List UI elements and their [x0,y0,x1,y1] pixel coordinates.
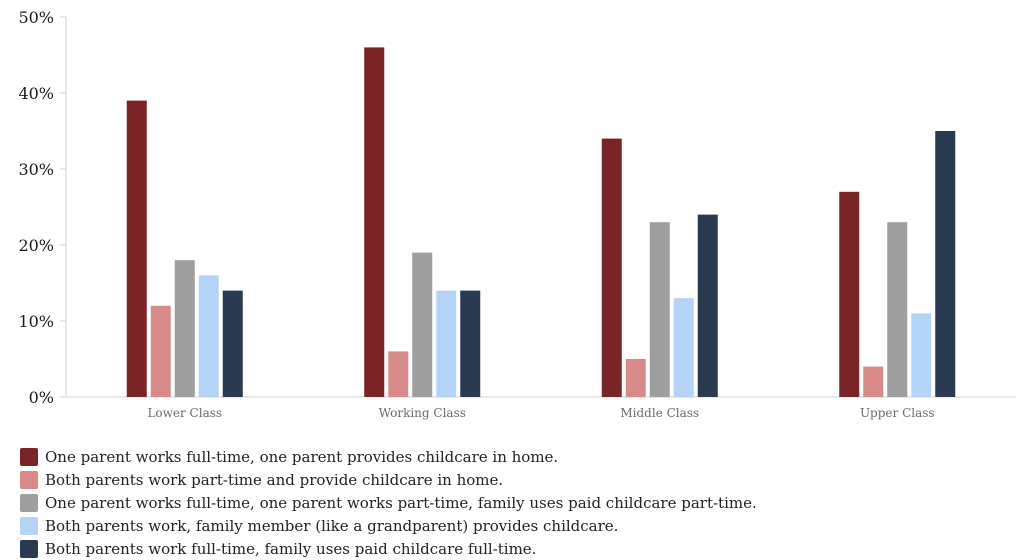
bar-working-class-series-5 [460,290,481,397]
legend-item: Both parents work full-time, family uses… [20,537,1010,560]
bar-lower-class-series-5 [222,290,243,397]
legend-swatch [20,447,38,466]
legend-swatch [20,516,38,535]
y-tick-label: 20% [18,236,54,255]
legend: One parent works full-time, one parent p… [20,445,1010,560]
x-category-label: Middle Class [620,406,699,420]
bar-chart: 0% 10% 20% 30% 40% 50% Lower Class Working Cla… [18,8,1016,420]
bar-middle-class-series-3 [649,222,670,397]
bar-middle-class-series-2 [625,359,646,397]
bar-working-class-series-2 [388,351,409,397]
bar-working-class-series-4 [436,290,457,397]
legend-label: One parent works full-time, one parent p… [45,447,559,466]
legend-item: Both parents work part-time and provide … [20,468,1010,491]
y-tick-label: 30% [18,160,54,179]
bar-middle-class-series-5 [697,214,718,397]
bar-upper-class-series-2 [863,366,884,397]
bar-lower-class-series-1 [126,100,147,397]
bar-lower-class-series-3 [174,260,195,397]
y-tick-label: 50% [18,8,54,27]
bar-upper-class-series-4 [911,313,932,397]
y-tick-label: 10% [18,312,54,331]
legend-swatch [20,493,38,512]
x-category-label: Working Class [379,406,466,420]
bar-middle-class-series-1 [601,138,622,397]
bar-middle-class-series-4 [673,298,694,397]
legend-swatch [20,470,38,489]
x-category-label: Upper Class [860,406,935,420]
bar-lower-class-series-2 [150,305,171,397]
legend-item: One parent works full-time, one parent w… [20,491,1010,514]
y-tick-label: 0% [29,388,54,407]
legend-swatch [20,539,38,558]
bar-lower-class-series-4 [198,275,219,397]
legend-item: One parent works full-time, one parent p… [20,445,1010,468]
bar-upper-class-series-5 [935,131,956,397]
legend-label: One parent works full-time, one parent w… [45,493,757,512]
x-category-label: Lower Class [147,406,222,420]
legend-label: Both parents work full-time, family uses… [45,539,537,558]
legend-label: Both parents work part-time and provide … [45,470,504,489]
chart-area: 0% 10% 20% 30% 40% 50% Lower Class Working Cla… [18,8,1016,420]
bar-upper-class-series-1 [839,191,860,397]
bar-upper-class-series-3 [887,222,908,397]
y-tick-labels: 0% 10% 20% 30% 40% 50% [18,8,66,407]
legend-label: Both parents work, family member (like a… [45,516,619,535]
legend-item: Both parents work, family member (like a… [20,514,1010,537]
bars [126,47,956,398]
category-labels: Lower Class Working Class Middle Class Uppe… [147,406,934,420]
bar-working-class-series-3 [412,252,433,397]
y-tick-label: 40% [18,84,54,103]
bar-working-class-series-1 [364,47,385,398]
